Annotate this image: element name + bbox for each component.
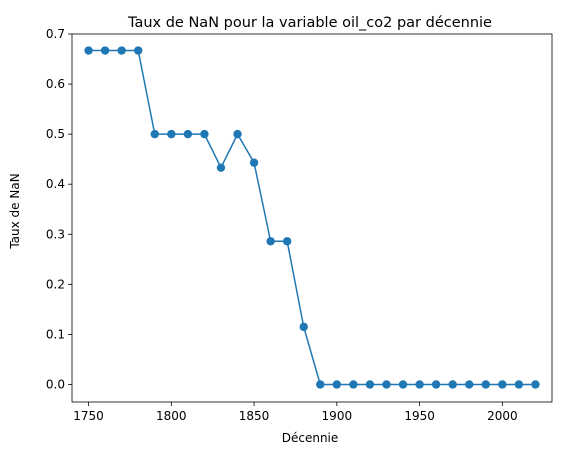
x-tick-label: 1800 — [156, 409, 187, 423]
y-tick-label: 0.6 — [46, 77, 65, 91]
data-point — [382, 380, 391, 389]
x-axis-title: Décennie — [282, 431, 339, 445]
data-point — [531, 380, 540, 389]
data-point — [481, 380, 490, 389]
data-point — [465, 380, 474, 389]
data-point — [249, 158, 259, 167]
data-point — [266, 237, 275, 246]
data-point — [216, 163, 226, 172]
data-point — [349, 380, 358, 389]
data-point — [167, 129, 176, 139]
data-point — [200, 129, 209, 139]
data-point — [448, 380, 457, 389]
data-point — [299, 322, 308, 332]
data-point — [233, 129, 242, 139]
y-tick-label: 0.4 — [46, 177, 65, 191]
y-tick-label: 0.1 — [46, 327, 65, 341]
y-tick-label: 0.5 — [46, 127, 65, 141]
data-point — [514, 380, 524, 389]
data-point — [100, 46, 110, 55]
data-point — [398, 380, 408, 389]
data-point — [84, 46, 93, 55]
data-point — [498, 380, 507, 389]
data-point — [134, 46, 143, 55]
data-point — [282, 237, 292, 246]
data-point — [415, 380, 424, 389]
data-point — [365, 380, 375, 389]
y-tick-label: 0.3 — [46, 227, 65, 241]
plot-frame — [71, 33, 553, 403]
x-tick-label: 1750 — [73, 409, 104, 423]
x-tick-label: 2000 — [487, 409, 518, 423]
chart-title: Taux de NaN pour la variable oil_co2 par… — [127, 15, 492, 31]
data-point — [431, 380, 441, 389]
x-tick-label: 1900 — [322, 409, 353, 423]
data-point — [332, 380, 342, 389]
x-tick-label: 1850 — [239, 409, 270, 423]
data-point — [150, 129, 159, 139]
y-tick-label: 0.7 — [46, 27, 65, 41]
plot-area: 1750 1800 1850 1900 1950 2000 0.0 0.1 0.2 0.3 0.4 0… — [46, 27, 553, 423]
data-point — [316, 380, 325, 389]
y-tick-label: 0.0 — [46, 377, 65, 391]
data-point — [117, 46, 126, 55]
series-line — [88, 49, 536, 386]
y-axis-title: Taux de NaN — [8, 173, 22, 249]
data-point — [183, 129, 193, 139]
y-tick-label: 0.2 — [46, 277, 65, 291]
x-tick-label: 1950 — [404, 409, 435, 423]
